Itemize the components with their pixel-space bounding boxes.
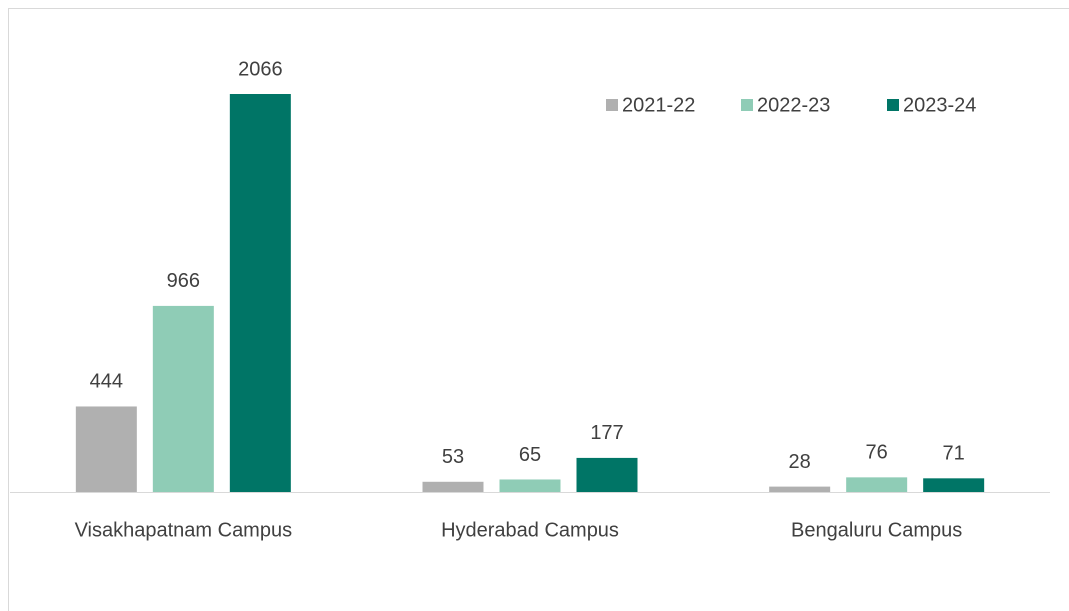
data-label: 444 <box>90 371 123 393</box>
legend-label: 2022-23 <box>757 94 830 116</box>
data-label: 65 <box>519 444 541 466</box>
bar <box>499 479 561 492</box>
legend-label: 2021-22 <box>622 94 695 116</box>
x-tick-label: Hyderabad Campus <box>441 519 619 541</box>
data-label: 28 <box>789 451 811 473</box>
legend-swatch <box>606 99 618 111</box>
legend-label: 2023-24 <box>903 94 976 116</box>
x-tick-label: Bengaluru Campus <box>791 519 962 541</box>
bar <box>846 477 908 492</box>
legend-swatch <box>741 99 753 111</box>
bar <box>75 406 137 492</box>
data-label: 177 <box>590 422 623 444</box>
data-label: 2066 <box>238 58 283 80</box>
data-label: 966 <box>167 270 200 292</box>
x-tick-label: Visakhapatnam Campus <box>75 519 293 541</box>
data-label: 71 <box>943 443 965 465</box>
bar <box>152 305 214 492</box>
bar <box>576 457 638 492</box>
bar <box>923 478 985 492</box>
bar <box>229 94 291 492</box>
legend-swatch <box>887 99 899 111</box>
bar <box>422 481 484 492</box>
bar <box>769 486 831 492</box>
chart-frame <box>8 8 1069 611</box>
data-label: 53 <box>442 446 464 468</box>
data-label: 76 <box>866 442 888 464</box>
